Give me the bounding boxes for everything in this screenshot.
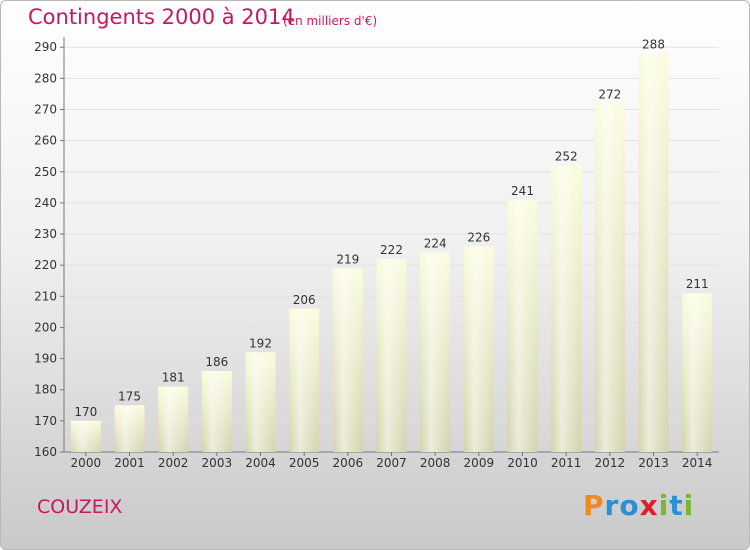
x-tick-label: 2010 xyxy=(507,456,538,470)
chart-subtitle: (en milliers d'€) xyxy=(283,14,378,28)
bar-highlight xyxy=(594,103,625,452)
bar-highlight xyxy=(70,420,101,452)
bar-highlight xyxy=(420,252,451,452)
bar-value-label: 224 xyxy=(424,237,447,251)
bar-value-label: 241 xyxy=(511,184,534,198)
x-tick-label: 2001 xyxy=(114,456,145,470)
x-tick-label: 2011 xyxy=(551,456,582,470)
logo-letter: P xyxy=(583,489,605,522)
bar-highlight xyxy=(682,293,713,452)
y-tick-label: 190 xyxy=(34,352,57,366)
y-tick-label: 220 xyxy=(34,258,57,272)
bar-highlight xyxy=(507,199,538,452)
bars xyxy=(70,53,713,453)
y-tick-label: 180 xyxy=(34,383,57,397)
bar-highlight xyxy=(376,258,407,452)
bar-value-label: 175 xyxy=(118,389,141,403)
logo-letter: o xyxy=(619,489,640,522)
bar-value-label: 252 xyxy=(555,150,578,164)
x-tick-label: 2007 xyxy=(376,456,407,470)
x-tick-label: 2013 xyxy=(638,456,669,470)
x-tick-label: 2004 xyxy=(245,456,276,470)
bar-value-label: 186 xyxy=(205,355,228,369)
x-tick-label: 2000 xyxy=(71,456,102,470)
y-tick-label: 240 xyxy=(34,196,57,210)
bar-highlight xyxy=(158,386,189,452)
bar-highlight xyxy=(551,165,582,452)
y-tick-label: 230 xyxy=(34,227,57,241)
bar-highlight xyxy=(463,246,494,452)
bar-value-label: 219 xyxy=(336,252,359,266)
proxiti-logo: Proxiti xyxy=(583,489,694,522)
bar-value-label: 170 xyxy=(74,405,97,419)
bar-value-label: 226 xyxy=(467,231,490,245)
logo-letter: x xyxy=(639,489,659,522)
logo-letter: t xyxy=(669,489,684,522)
logo-letter: i xyxy=(658,489,670,522)
y-tick-label: 280 xyxy=(34,71,57,85)
bar-highlight xyxy=(289,308,320,452)
labels: 160 170 180 190 200 210 220 230 240 250 260 270 280 2… xyxy=(34,37,712,470)
x-tick-label: 2008 xyxy=(420,456,451,470)
bar-value-label: 222 xyxy=(380,243,403,257)
x-tick-label: 2003 xyxy=(202,456,233,470)
bar-highlight xyxy=(332,268,363,452)
x-tick-label: 2002 xyxy=(158,456,189,470)
bar-highlight xyxy=(245,352,276,452)
bar-value-label: 272 xyxy=(598,87,621,101)
bar-value-label: 211 xyxy=(686,277,709,291)
x-tick-label: 2005 xyxy=(289,456,320,470)
y-tick-label: 260 xyxy=(34,134,57,148)
bar-value-label: 288 xyxy=(642,37,665,51)
bar-value-label: 181 xyxy=(162,371,185,385)
x-tick-label: 2014 xyxy=(682,456,713,470)
bar-value-label: 192 xyxy=(249,336,272,350)
bar-highlight xyxy=(638,53,669,453)
y-tick-label: 210 xyxy=(34,289,57,303)
y-tick-label: 170 xyxy=(34,414,57,428)
bar-highlight xyxy=(201,371,232,452)
y-tick-label: 160 xyxy=(34,445,57,459)
y-tick-label: 250 xyxy=(34,165,57,179)
x-tick-label: 2006 xyxy=(333,456,364,470)
logo-letter: i xyxy=(683,489,695,522)
y-tick-label: 270 xyxy=(34,103,57,117)
logo-letter: r xyxy=(604,489,620,522)
x-tick-label: 2009 xyxy=(464,456,495,470)
commune-name: COUZEIX xyxy=(37,496,123,518)
bar-value-label: 206 xyxy=(293,293,316,307)
x-tick-label: 2012 xyxy=(595,456,626,470)
bar-highlight xyxy=(114,405,145,452)
chart-title: Contingents 2000 à 2014 xyxy=(28,5,295,29)
y-tick-label: 200 xyxy=(34,320,57,334)
y-tick-label: 290 xyxy=(34,40,57,54)
